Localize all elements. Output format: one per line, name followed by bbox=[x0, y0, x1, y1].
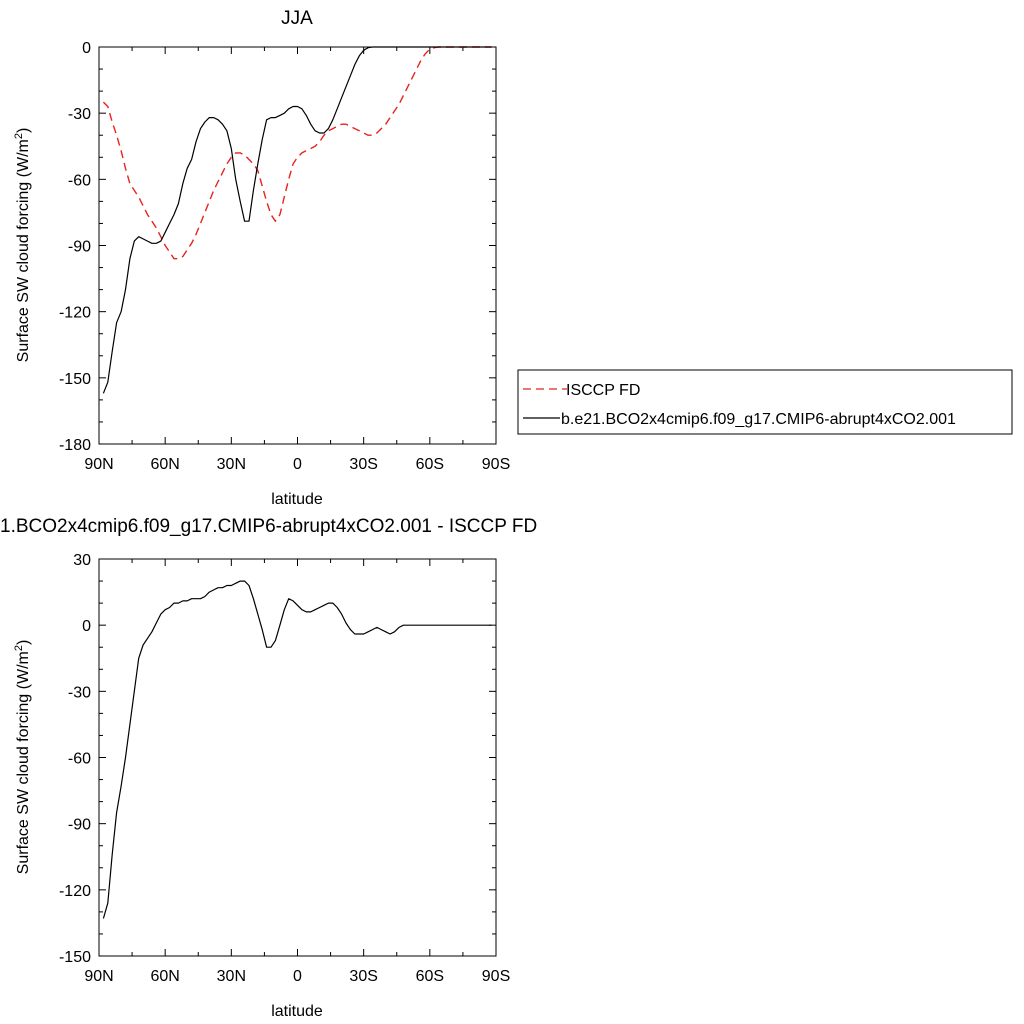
x-tick-label: 30S bbox=[349, 968, 377, 985]
legend-label-model: b.e21.BCO2x4cmip6.f09_g17.CMIP6-abrupt4x… bbox=[561, 411, 956, 428]
y-tick-label: -90 bbox=[68, 817, 91, 834]
y-tick-label: -150 bbox=[59, 949, 91, 966]
x-tick-label: 60S bbox=[416, 456, 444, 473]
top-panel: JJA 90N 60N 30N 0 30S 60S 90S 0 -30 -60 -90 -120 -1… bbox=[13, 8, 510, 508]
x-tick-label: 90N bbox=[84, 456, 113, 473]
legend-label-isccp: ISCCP FD bbox=[566, 382, 640, 399]
y-tick-label: -180 bbox=[59, 437, 91, 454]
x-tick-label: 90S bbox=[482, 456, 510, 473]
y-tick-label: 0 bbox=[82, 618, 91, 635]
x-tick-label: 60N bbox=[150, 968, 179, 985]
y-tick-label: 0 bbox=[82, 40, 91, 57]
series-line-2 bbox=[102, 46, 492, 394]
top-y-ticks: 0 -30 -60 -90 -120 -150 -180 bbox=[59, 40, 496, 454]
y-tick-label: -60 bbox=[68, 751, 91, 768]
x-tick-label: 0 bbox=[293, 968, 302, 985]
x-tick-label: 0 bbox=[293, 456, 302, 473]
legend: ISCCP FD b.e21.BCO2x4cmip6.f09_g17.CMIP6… bbox=[517, 369, 1013, 435]
top-x-ticks: 90N 60N 30N 0 30S 60S 90S bbox=[84, 47, 510, 473]
bottom-plot-frame bbox=[98, 558, 497, 957]
x-tick-label: 90S bbox=[482, 968, 510, 985]
x-tick-label: 90N bbox=[84, 968, 113, 985]
bottom-chart-title: 1.BCO2x4cmip6.f09_g17.CMIP6-abrupt4xCO2.… bbox=[0, 516, 537, 537]
x-tick-label: 30S bbox=[349, 456, 377, 473]
top-plot-frame bbox=[98, 46, 497, 445]
top-chart-title: JJA bbox=[281, 8, 313, 29]
y-tick-label: -30 bbox=[68, 106, 91, 123]
bottom-y-ticks: 30 0 -30 -60 -90 -120 -150 bbox=[59, 552, 496, 966]
x-tick-label: 60N bbox=[150, 456, 179, 473]
bottom-panel: 1.BCO2x4cmip6.f09_g17.CMIP6-abrupt4xCO2.… bbox=[0, 516, 537, 1020]
y-tick-label: -60 bbox=[68, 172, 91, 189]
top-x-axis-label: latitude bbox=[271, 491, 323, 508]
x-tick-label: 60S bbox=[416, 968, 444, 985]
y-tick-label: 30 bbox=[73, 552, 91, 569]
y-tick-label: -150 bbox=[59, 371, 91, 388]
bottom-x-axis-label: latitude bbox=[271, 1003, 323, 1020]
bottom-data-lines bbox=[102, 580, 492, 919]
bottom-y-axis-label: Surface SW cloud forcing (W/m2) bbox=[13, 640, 32, 875]
x-tick-label: 30N bbox=[217, 968, 246, 985]
top-y-axis-label: Surface SW cloud forcing (W/m2) bbox=[13, 128, 32, 363]
y-tick-label: -90 bbox=[68, 239, 91, 256]
y-tick-label: -120 bbox=[59, 305, 91, 322]
top-data-lines bbox=[102, 46, 492, 394]
legend-box bbox=[517, 369, 1013, 435]
series-line-1 bbox=[102, 46, 492, 260]
x-tick-label: 30N bbox=[217, 456, 246, 473]
series-line-1 bbox=[102, 580, 492, 919]
y-tick-label: -30 bbox=[68, 684, 91, 701]
y-tick-label: -120 bbox=[59, 883, 91, 900]
bottom-x-ticks: 90N 60N 30N 0 30S 60S 90S bbox=[84, 559, 510, 985]
